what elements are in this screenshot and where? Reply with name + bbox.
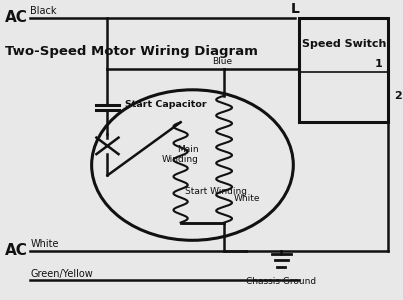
Text: White: White (30, 239, 59, 249)
Text: Start Winding: Start Winding (185, 187, 247, 196)
Text: Black: Black (30, 6, 57, 16)
Text: Blue: Blue (212, 57, 232, 66)
Text: Green/Yellow: Green/Yellow (30, 269, 93, 279)
Text: White: White (234, 194, 260, 203)
Text: AC: AC (5, 243, 27, 258)
Text: Speed Switch: Speed Switch (301, 39, 386, 49)
Text: Start Capacitor: Start Capacitor (125, 100, 207, 109)
Text: Chassis Ground: Chassis Ground (246, 277, 316, 286)
Text: AC: AC (5, 10, 27, 25)
Text: 2: 2 (394, 91, 402, 101)
Bar (299, 17, 388, 122)
Text: L: L (291, 2, 300, 16)
Text: Two-Speed Motor Wiring Diagram: Two-Speed Motor Wiring Diagram (5, 45, 258, 58)
Text: Main
Winding: Main Winding (162, 145, 198, 164)
Text: 1: 1 (374, 59, 382, 69)
